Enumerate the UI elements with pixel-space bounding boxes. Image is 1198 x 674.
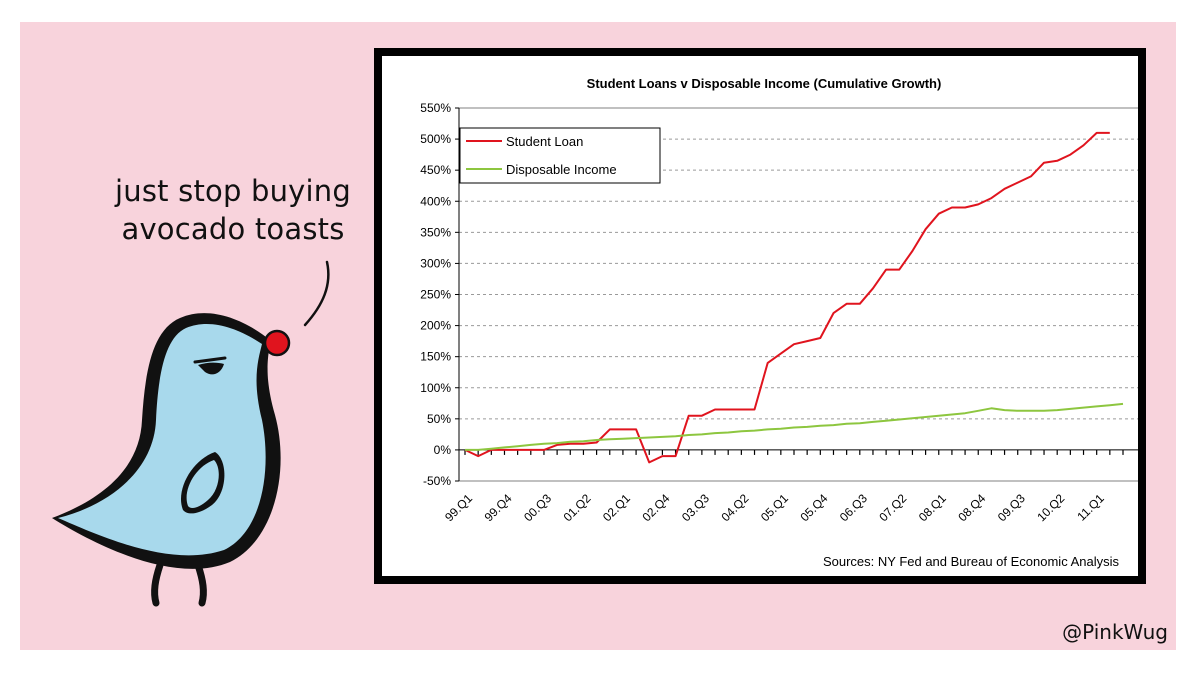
chart-frame: Student Loans v Disposable Income (Cumul… bbox=[374, 48, 1146, 584]
caption-line-1: just stop buying bbox=[115, 174, 351, 208]
page-edge bbox=[1190, 22, 1198, 650]
series-line-disposable-income bbox=[465, 402, 1124, 451]
caption-line-2: avocado toasts bbox=[121, 212, 345, 246]
legend: Student Loan Disposable Income bbox=[459, 127, 661, 184]
bird-left-leg bbox=[151, 561, 164, 607]
x-tick-label: 04.Q2 bbox=[718, 491, 751, 524]
x-axis: 99.Q1 99.Q4 00.Q3 01.Q2 02.Q1 02.Q4 03.Q3 04.Q2… bbox=[442, 449, 1138, 524]
y-tick-label: 350% bbox=[420, 225, 451, 239]
x-tick-label: 10.Q2 bbox=[1034, 491, 1067, 524]
chart-area: Student Loans v Disposable Income (Cumul… bbox=[382, 56, 1138, 576]
y-tick-label: 200% bbox=[420, 319, 451, 333]
y-tick-label: 250% bbox=[420, 288, 451, 302]
x-tick-label: 03.Q3 bbox=[679, 491, 712, 524]
x-tick-label: 11.Q1 bbox=[1074, 491, 1107, 524]
bird-illustration bbox=[52, 260, 330, 607]
x-tick-label: 00.Q3 bbox=[521, 491, 554, 524]
y-tick-label: 500% bbox=[420, 132, 451, 146]
x-tick-label: 02.Q4 bbox=[639, 491, 672, 524]
chart-title: Student Loans v Disposable Income (Cumul… bbox=[587, 76, 942, 91]
bird-eye bbox=[198, 362, 224, 375]
legend-label-student-loan: Student Loan bbox=[506, 134, 583, 149]
x-tick-label: 08.Q4 bbox=[955, 491, 988, 524]
legend-box bbox=[459, 127, 661, 184]
y-tick-label: 400% bbox=[420, 194, 451, 208]
x-tick-label: 99.Q1 bbox=[442, 491, 475, 524]
y-axis: -50% 0% 50% 100% 150% 200% 250% 300% 350% 400% 450… bbox=[420, 101, 460, 488]
chart-source: Sources: NY Fed and Bureau of Economic A… bbox=[823, 554, 1120, 569]
y-tick-label: 550% bbox=[420, 101, 451, 115]
credit-handle: @PinkWug bbox=[1062, 620, 1168, 644]
y-tick-label: -50% bbox=[423, 474, 451, 488]
series-lines bbox=[464, 131, 1124, 464]
y-tick-label: 0% bbox=[434, 443, 452, 457]
x-tick-label: 01.Q2 bbox=[561, 491, 594, 524]
x-tick-label: 07.Q2 bbox=[876, 491, 909, 524]
y-tick-label: 300% bbox=[420, 256, 451, 270]
x-tick-label: 05.Q1 bbox=[758, 491, 791, 524]
bird-brow bbox=[193, 356, 227, 364]
speech-tail bbox=[303, 260, 330, 327]
line-chart: Student Loans v Disposable Income (Cumul… bbox=[420, 76, 1138, 569]
y-tick-label: 100% bbox=[420, 381, 451, 395]
x-tick-label: 09.Q3 bbox=[995, 491, 1028, 524]
y-tick-label: 450% bbox=[420, 163, 451, 177]
x-tick-label: 08.Q1 bbox=[916, 491, 949, 524]
legend-label-disposable-income: Disposable Income bbox=[506, 162, 617, 177]
bird-right-leg bbox=[194, 561, 207, 607]
series-line-student-loan bbox=[464, 131, 1110, 464]
speech-caption: just stop buying avocado toasts bbox=[98, 172, 368, 248]
x-tick-label: 99.Q4 bbox=[482, 491, 515, 524]
bird-wing bbox=[186, 460, 219, 508]
x-tick-label: 06.Q3 bbox=[837, 491, 870, 524]
y-tick-label: 50% bbox=[427, 412, 451, 426]
y-tick-label: 150% bbox=[420, 350, 451, 364]
bird-nose-icon bbox=[263, 329, 291, 357]
x-tick-label: 05.Q4 bbox=[797, 491, 830, 524]
x-tick-label: 02.Q1 bbox=[600, 491, 633, 524]
